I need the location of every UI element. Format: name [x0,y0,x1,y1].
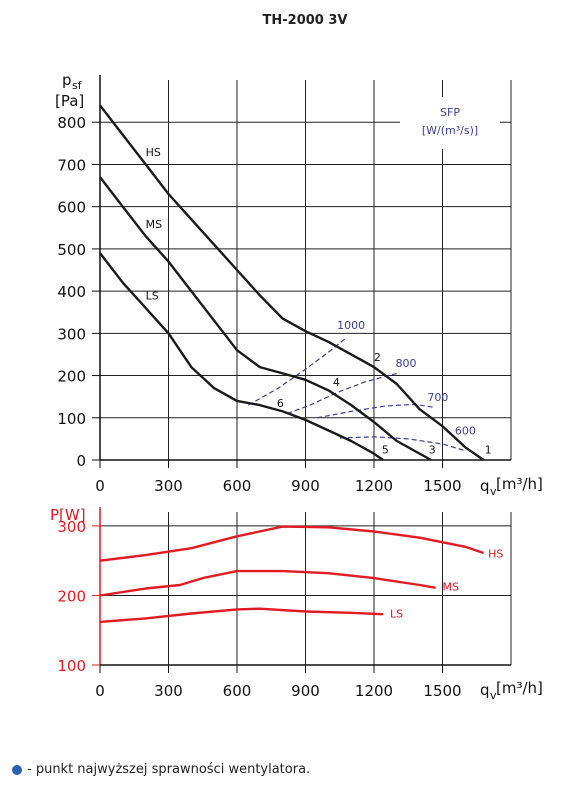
point-annotation: 2 [374,351,381,364]
x-tick-label: 300 [154,682,183,700]
y-tick-label: 600 [57,199,86,217]
y-tick-label: 0 [76,452,86,470]
sfp-curve-label: 700 [427,391,448,404]
y-tick-label: 100 [57,657,86,675]
x-tick-label: 600 [223,682,252,700]
y-axis-unit: [Pa] [55,92,84,110]
sfp-curve [316,403,434,419]
series-label: LS [390,608,403,621]
x-tick-label: 900 [291,682,320,700]
sfp-curve [286,372,397,415]
x-axis-label-sub: v [490,689,497,702]
y-axis-label: p [62,71,72,89]
y-tick-label: 400 [57,283,86,301]
power-labels: P[W] q v [m³/h] [50,506,543,702]
pressure-chart: 1000 800 700 600 HS MS LS 1 2 3 4 5 6 0 100 200 300 400… [55,71,543,498]
x-axis-unit: [m³/h] [496,475,543,493]
pressure-series-line [99,252,384,461]
point-annotation: 4 [333,376,340,389]
x-tick-label: 1500 [423,682,461,700]
efficiency-dot-icon [12,764,22,775]
x-tick-label: 900 [291,477,320,495]
point-annotation: 1 [485,444,492,457]
y-tick-label: 800 [57,114,86,132]
chart-title: TH-2000 3V [263,13,348,28]
y-tick-label: 500 [57,241,86,259]
x-axis-label: q [480,681,490,699]
sfp-curve-label: 600 [455,425,476,438]
pressure-series-line [99,176,432,462]
y-tick-label: 100 [57,410,86,428]
power-series: HS MS LS [99,525,503,624]
x-tick-label: 0 [95,682,105,700]
x-tick-label: 0 [95,477,105,495]
pressure-series-line [99,104,485,461]
y-axis-label: P[W] [50,506,86,524]
x-tick-label: 1500 [423,477,461,495]
power-series-line [99,607,384,624]
series-label: HS [146,146,161,159]
pressure-ticks: 0 100 200 300 400 500 600 700 800 0 300 600 900 1200 1… [57,114,461,495]
series-label: MS [146,218,162,231]
sfp-curve-label: 800 [395,357,416,370]
point-annotation: 3 [429,444,436,457]
series-label: MS [443,580,459,593]
sfp-curve [339,436,466,452]
series-label: HS [488,548,503,561]
y-tick-label: 300 [57,518,86,536]
x-tick-label: 1200 [355,477,393,495]
legend-note: - punkt najwyższej sprawności wentylator… [12,762,310,777]
sfp-title: SFP [440,106,460,119]
power-series-line [99,569,436,597]
pressure-series: HS MS LS 1 2 3 4 5 6 [99,104,492,462]
point-annotation: 6 [277,397,284,410]
sfp-curve [248,337,347,406]
sfp-curve-label: 1000 [337,319,365,332]
point-annotation: 5 [382,444,389,457]
sfp-curves: 1000 800 700 600 [248,319,476,452]
y-tick-label: 300 [57,325,86,343]
legend-note-text: - punkt najwyższej sprawności wentylator… [27,762,311,777]
x-axis-label: q [480,477,490,495]
y-tick-label: 200 [57,368,86,386]
y-tick-label: 200 [57,587,86,605]
series-label: LS [146,290,159,303]
pressure-labels: p sf[Pa] q v [m³/h] SFP [W/(m³/s)] [55,71,543,498]
sfp-unit: [W/(m³/s)] [422,124,478,137]
power-ticks: 100 200 300 0 300 600 900 1200 1500 [57,518,461,700]
power-chart: HS MS LS 100 200 300 0 300 600 900 1200 1500 P[W] q… [50,506,543,702]
sfp-legend-box [400,97,500,149]
x-tick-label: 300 [154,477,183,495]
x-axis-label-sub: v [490,485,497,498]
y-tick-label: 700 [57,156,86,174]
x-tick-label: 1200 [355,682,393,700]
x-axis-unit: [m³/h] [496,679,543,697]
y-axis-label-sub: sf [72,79,83,92]
x-tick-label: 600 [223,477,252,495]
power-series-line [99,525,484,562]
